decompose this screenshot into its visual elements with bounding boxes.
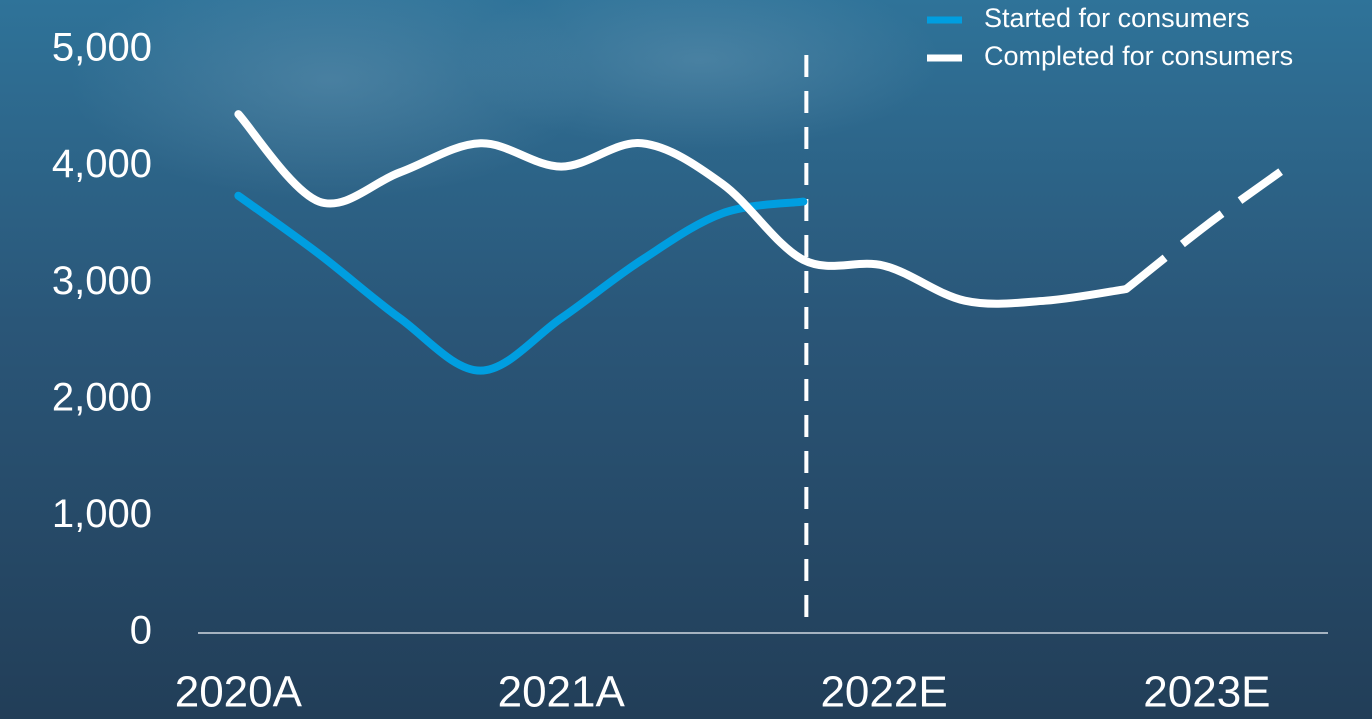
- y-tick-label: 3,000: [52, 259, 152, 303]
- x-tick-label: 2020A: [175, 668, 303, 717]
- line-series: [234, 191, 808, 375]
- cloud: [460, 0, 940, 150]
- y-tick-label: 2,000: [52, 375, 152, 419]
- line-series: [1123, 163, 1290, 293]
- line-series: [234, 110, 1131, 308]
- legend-label: Completed for consumers: [984, 41, 1293, 71]
- x-tick-label: 2022E: [820, 668, 947, 717]
- y-tick-label: 5,000: [52, 26, 152, 70]
- y-tick-label: 0: [130, 609, 152, 653]
- y-tick-label: 1,000: [52, 492, 152, 536]
- x-tick-label: 2021A: [498, 668, 626, 717]
- legend-label: Started for consumers: [984, 3, 1250, 33]
- y-tick-label: 4,000: [52, 142, 152, 186]
- x-tick-label: 2023E: [1143, 668, 1270, 717]
